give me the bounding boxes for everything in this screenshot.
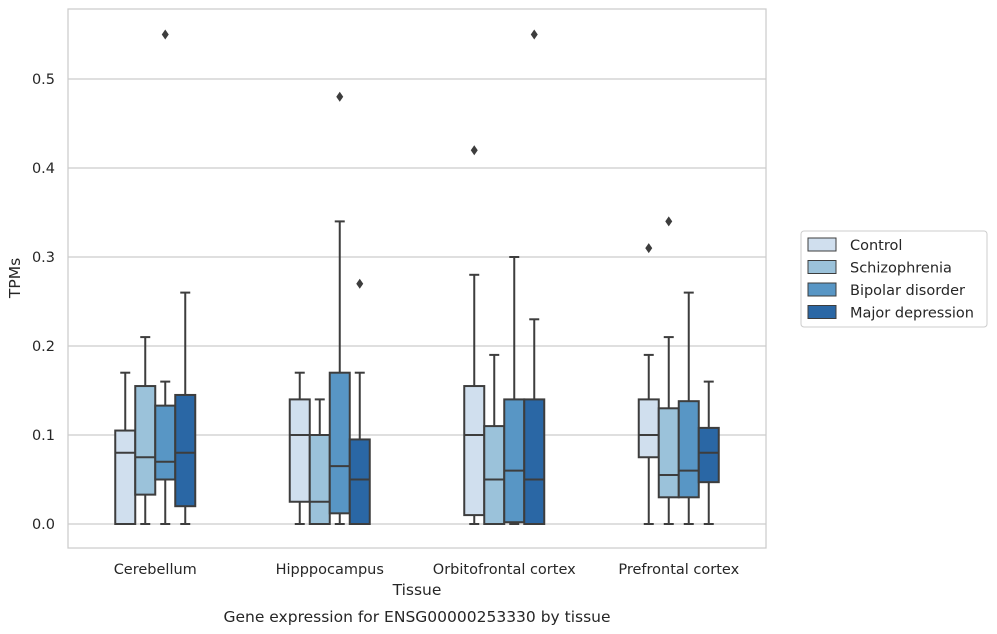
legend-swatch (807, 237, 837, 252)
outlier-point (530, 29, 538, 40)
iqr-box (308, 434, 331, 525)
box-major-depression (174, 291, 197, 525)
box-schizophrenia (483, 353, 506, 526)
legend: Control Schizophrenia Bipolar disorder Majo… (800, 230, 988, 328)
iqr-box (657, 407, 680, 499)
outlier-point (161, 29, 169, 40)
iqr-box (523, 398, 546, 525)
y-axis-label: TPMs (6, 258, 24, 299)
iqr-box (697, 426, 720, 484)
box-schizophrenia (134, 336, 157, 525)
box-major-depression (348, 278, 371, 526)
iqr-box (637, 398, 660, 459)
box-major-depression (523, 29, 546, 525)
x-tick-label: Cerebellum (114, 562, 197, 578)
x-tick-label: Hipppocampus (276, 562, 384, 578)
y-tick-label: 0.2 (32, 339, 55, 355)
x-axis-ticks: Cerebellum Hipppocampus Orbitofrontal cort… (114, 562, 740, 578)
iqr-box (134, 385, 157, 496)
iqr-box (348, 438, 371, 526)
y-axis-ticks: 0.0 0.1 0.2 0.3 0.4 0.5 (32, 72, 55, 533)
iqr-box (677, 400, 700, 499)
legend-swatch (807, 305, 837, 319)
iqr-box (288, 398, 311, 503)
legend-swatch (807, 260, 837, 274)
box-series (114, 29, 720, 526)
y-tick-label: 0.1 (32, 428, 55, 444)
outlier-point (336, 91, 344, 102)
legend-label: Bipolar disorder (850, 283, 965, 299)
legend-label: Schizophrenia (850, 261, 952, 277)
box-control (463, 145, 486, 525)
legend-label: Major depression (850, 306, 974, 322)
y-tick-label: 0.0 (32, 517, 55, 533)
x-axis-label: Tissue (392, 581, 442, 599)
box-control (114, 371, 137, 525)
box-bipolar-disorder (677, 291, 700, 525)
outlier-point (356, 278, 364, 289)
legend-swatch (807, 282, 837, 297)
iqr-box (114, 429, 137, 525)
y-tick-label: 0.3 (32, 250, 55, 266)
y-tick-label: 0.5 (32, 72, 55, 88)
y-tick-label: 0.4 (32, 161, 55, 177)
outlier-point (665, 216, 673, 227)
iqr-box (483, 425, 506, 526)
iqr-box (174, 393, 197, 508)
chart-caption: Gene expression for ENSG00000253330 by t… (223, 608, 610, 626)
x-tick-label: Orbitofrontal cortex (433, 562, 576, 578)
x-tick-label: Prefrontal cortex (618, 562, 739, 578)
box-control (288, 371, 311, 525)
outlier-point (645, 243, 653, 254)
box-major-depression (697, 380, 720, 525)
legend-frame (800, 230, 988, 328)
box-bipolar-disorder (154, 29, 177, 525)
box-schizophrenia (657, 216, 680, 525)
iqr-box (463, 385, 486, 517)
iqr-box (328, 371, 351, 515)
iqr-box (154, 404, 177, 481)
legend-label: Control (850, 238, 902, 254)
iqr-box (503, 398, 526, 524)
outlier-point (470, 145, 478, 156)
